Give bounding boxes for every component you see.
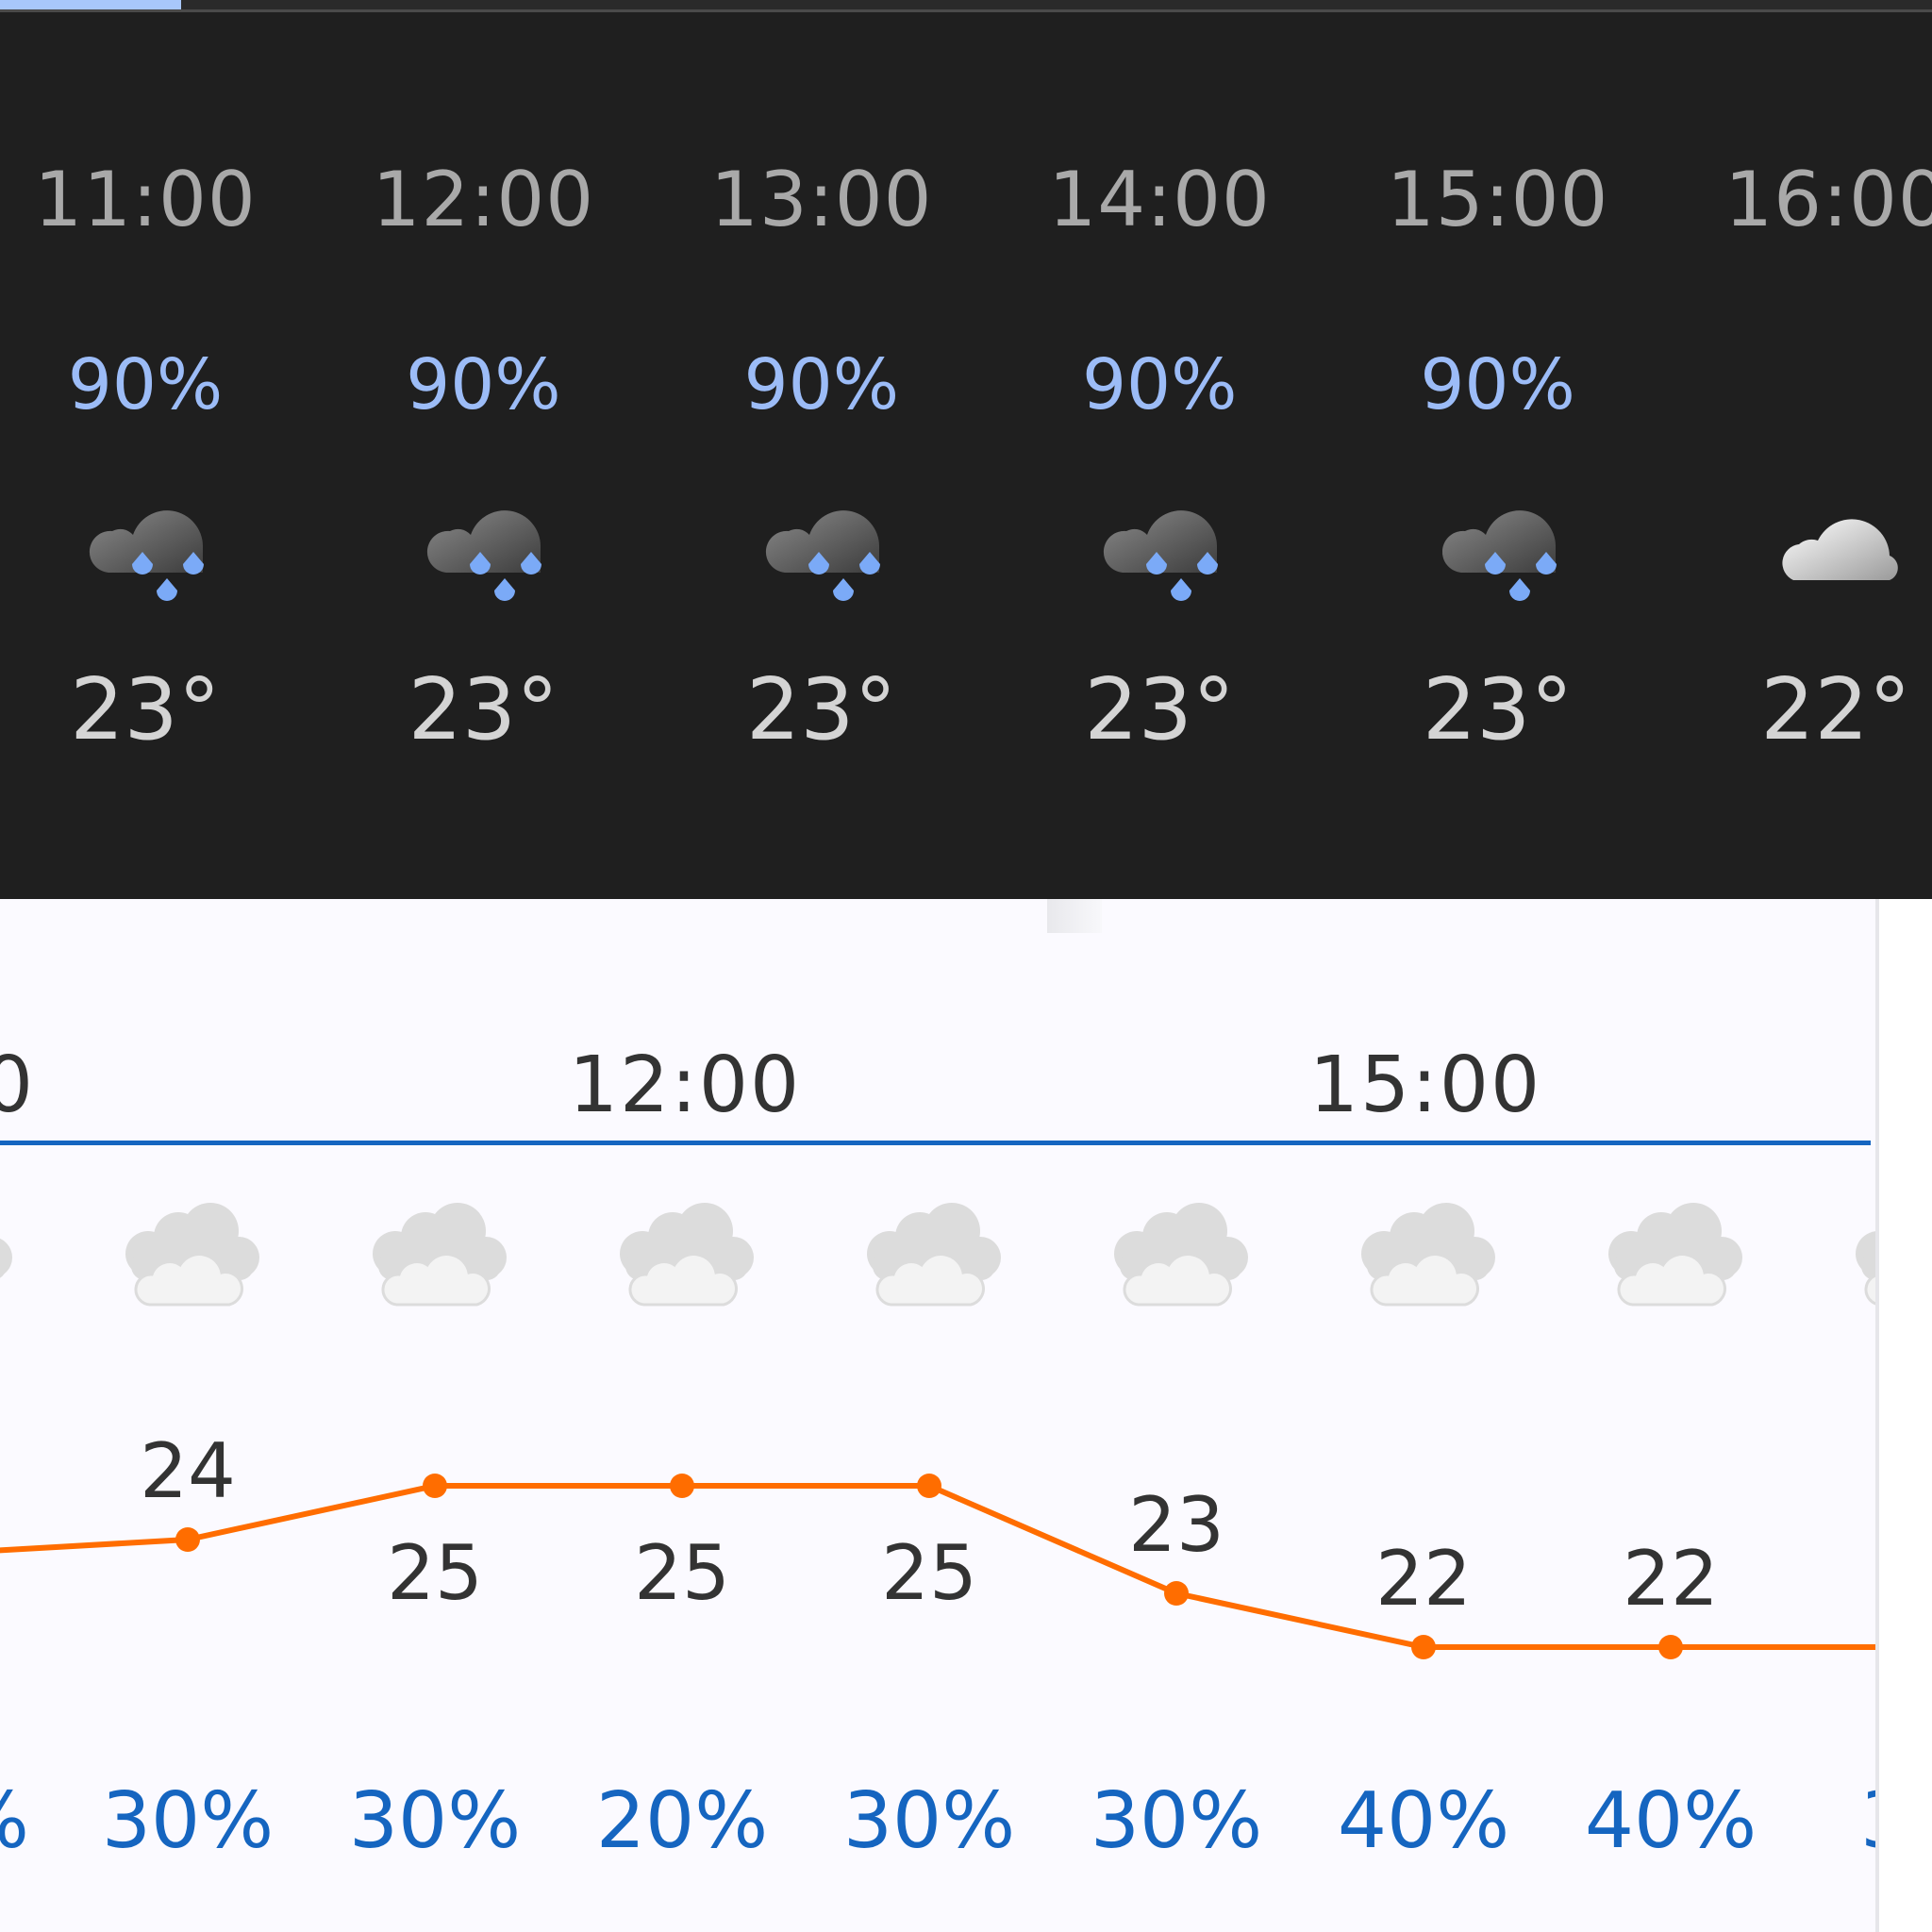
temperature-point xyxy=(1411,1635,1436,1659)
hour-column[interactable]: 14:00 90% 23° xyxy=(991,0,1328,899)
precip-chance: 20% xyxy=(595,1776,769,1866)
timeline-axis xyxy=(0,1141,1871,1145)
hour-time: 12:00 xyxy=(372,156,595,243)
precip-chance: 30% xyxy=(842,1776,1016,1866)
rain-cloud-icon xyxy=(418,486,550,618)
rain-cloud-icon xyxy=(1094,486,1226,618)
temperature-point xyxy=(1658,1635,1683,1659)
precip-chance: 30% xyxy=(348,1776,522,1866)
temperature-point xyxy=(670,1474,694,1498)
cloudy-icon xyxy=(1101,1199,1252,1312)
temperature-point xyxy=(423,1474,447,1498)
hour-column[interactable]: 12:00 90% 23° xyxy=(314,0,652,899)
hour-time: 11:00 xyxy=(34,156,257,243)
precip-chance: % xyxy=(0,1776,29,1866)
cloudy-icon xyxy=(854,1199,1005,1312)
hour-temp: 23° xyxy=(408,660,559,759)
precip-chance: 40% xyxy=(1584,1776,1757,1866)
temperature-chart: 24 25 25 25 23 22 22 xyxy=(0,1427,1875,1659)
scroll-shadow xyxy=(1047,899,1102,933)
temperature-label: 23 xyxy=(1128,1481,1224,1569)
temperature-line xyxy=(0,1483,1875,1650)
hour-column[interactable]: 15:00 90% 23° xyxy=(1329,0,1667,899)
temperature-label: 22 xyxy=(1375,1535,1472,1623)
forecast-chart-panel: 0 12:00 15:00 24 25 25 25 23 22 22 % 30% 30% 20% 3… xyxy=(0,899,1879,1932)
cloudy-icon xyxy=(607,1199,758,1312)
cloudy-icon xyxy=(1348,1199,1499,1312)
temperature-label: 25 xyxy=(634,1529,730,1617)
temperature-point xyxy=(1164,1581,1189,1606)
precip-chance: 90% xyxy=(1420,344,1575,425)
cloudy-icon xyxy=(112,1199,263,1312)
precip-chance: 40% xyxy=(1337,1776,1510,1866)
hour-temp: 23° xyxy=(746,660,897,759)
active-tab-indicator[interactable] xyxy=(0,0,181,9)
precip-chance: 90% xyxy=(1081,344,1238,425)
precip-chance: 90% xyxy=(743,344,900,425)
hour-temp: 22° xyxy=(1760,660,1911,759)
axis-label: 0 xyxy=(0,1041,35,1130)
cloudy-icon xyxy=(1595,1199,1746,1312)
tab-strip xyxy=(0,0,1932,12)
precip-chance: 3 xyxy=(1860,1776,1875,1866)
axis-label: 12:00 xyxy=(568,1041,802,1130)
cloud-icon xyxy=(1771,486,1903,618)
hour-column[interactable]: 13:00 90% 23° xyxy=(653,0,991,899)
hour-column[interactable]: 16:00 22° xyxy=(1667,0,1932,899)
precip-chance: 90% xyxy=(406,344,561,425)
temperature-point xyxy=(917,1474,941,1498)
precip-chance: 90% xyxy=(67,344,224,425)
hour-column[interactable]: 11:00 90% 23° xyxy=(0,0,314,899)
cloudy-icon xyxy=(0,1199,16,1312)
hour-time: 16:00 xyxy=(1724,156,1932,243)
hour-time: 14:00 xyxy=(1048,156,1271,243)
hour-time: 13:00 xyxy=(710,156,933,243)
hour-time: 15:00 xyxy=(1386,156,1609,243)
temperature-label: 24 xyxy=(140,1427,236,1515)
temperature-point xyxy=(175,1527,200,1552)
rain-cloud-icon xyxy=(80,486,212,618)
cloudy-icon xyxy=(1842,1199,1875,1312)
temperature-label: 25 xyxy=(881,1529,977,1617)
precip-chance: 30% xyxy=(101,1776,275,1866)
hour-temp: 23° xyxy=(1084,660,1235,759)
rain-cloud-icon xyxy=(757,486,889,618)
temperature-label: 22 xyxy=(1623,1535,1719,1623)
precip-chance: 30% xyxy=(1090,1776,1263,1866)
rain-cloud-icon xyxy=(1433,486,1565,618)
right-margin xyxy=(1879,899,1932,1932)
temperature-label: 25 xyxy=(387,1529,483,1617)
hour-temp: 23° xyxy=(1422,660,1574,759)
hourly-forecast-panel: 11:00 90% 23° 12:00 90% 23° 13:00 90% 23° 1… xyxy=(0,0,1932,899)
cloudy-icon xyxy=(359,1199,510,1312)
hour-temp: 23° xyxy=(70,660,221,759)
axis-label: 15:00 xyxy=(1308,1041,1542,1130)
